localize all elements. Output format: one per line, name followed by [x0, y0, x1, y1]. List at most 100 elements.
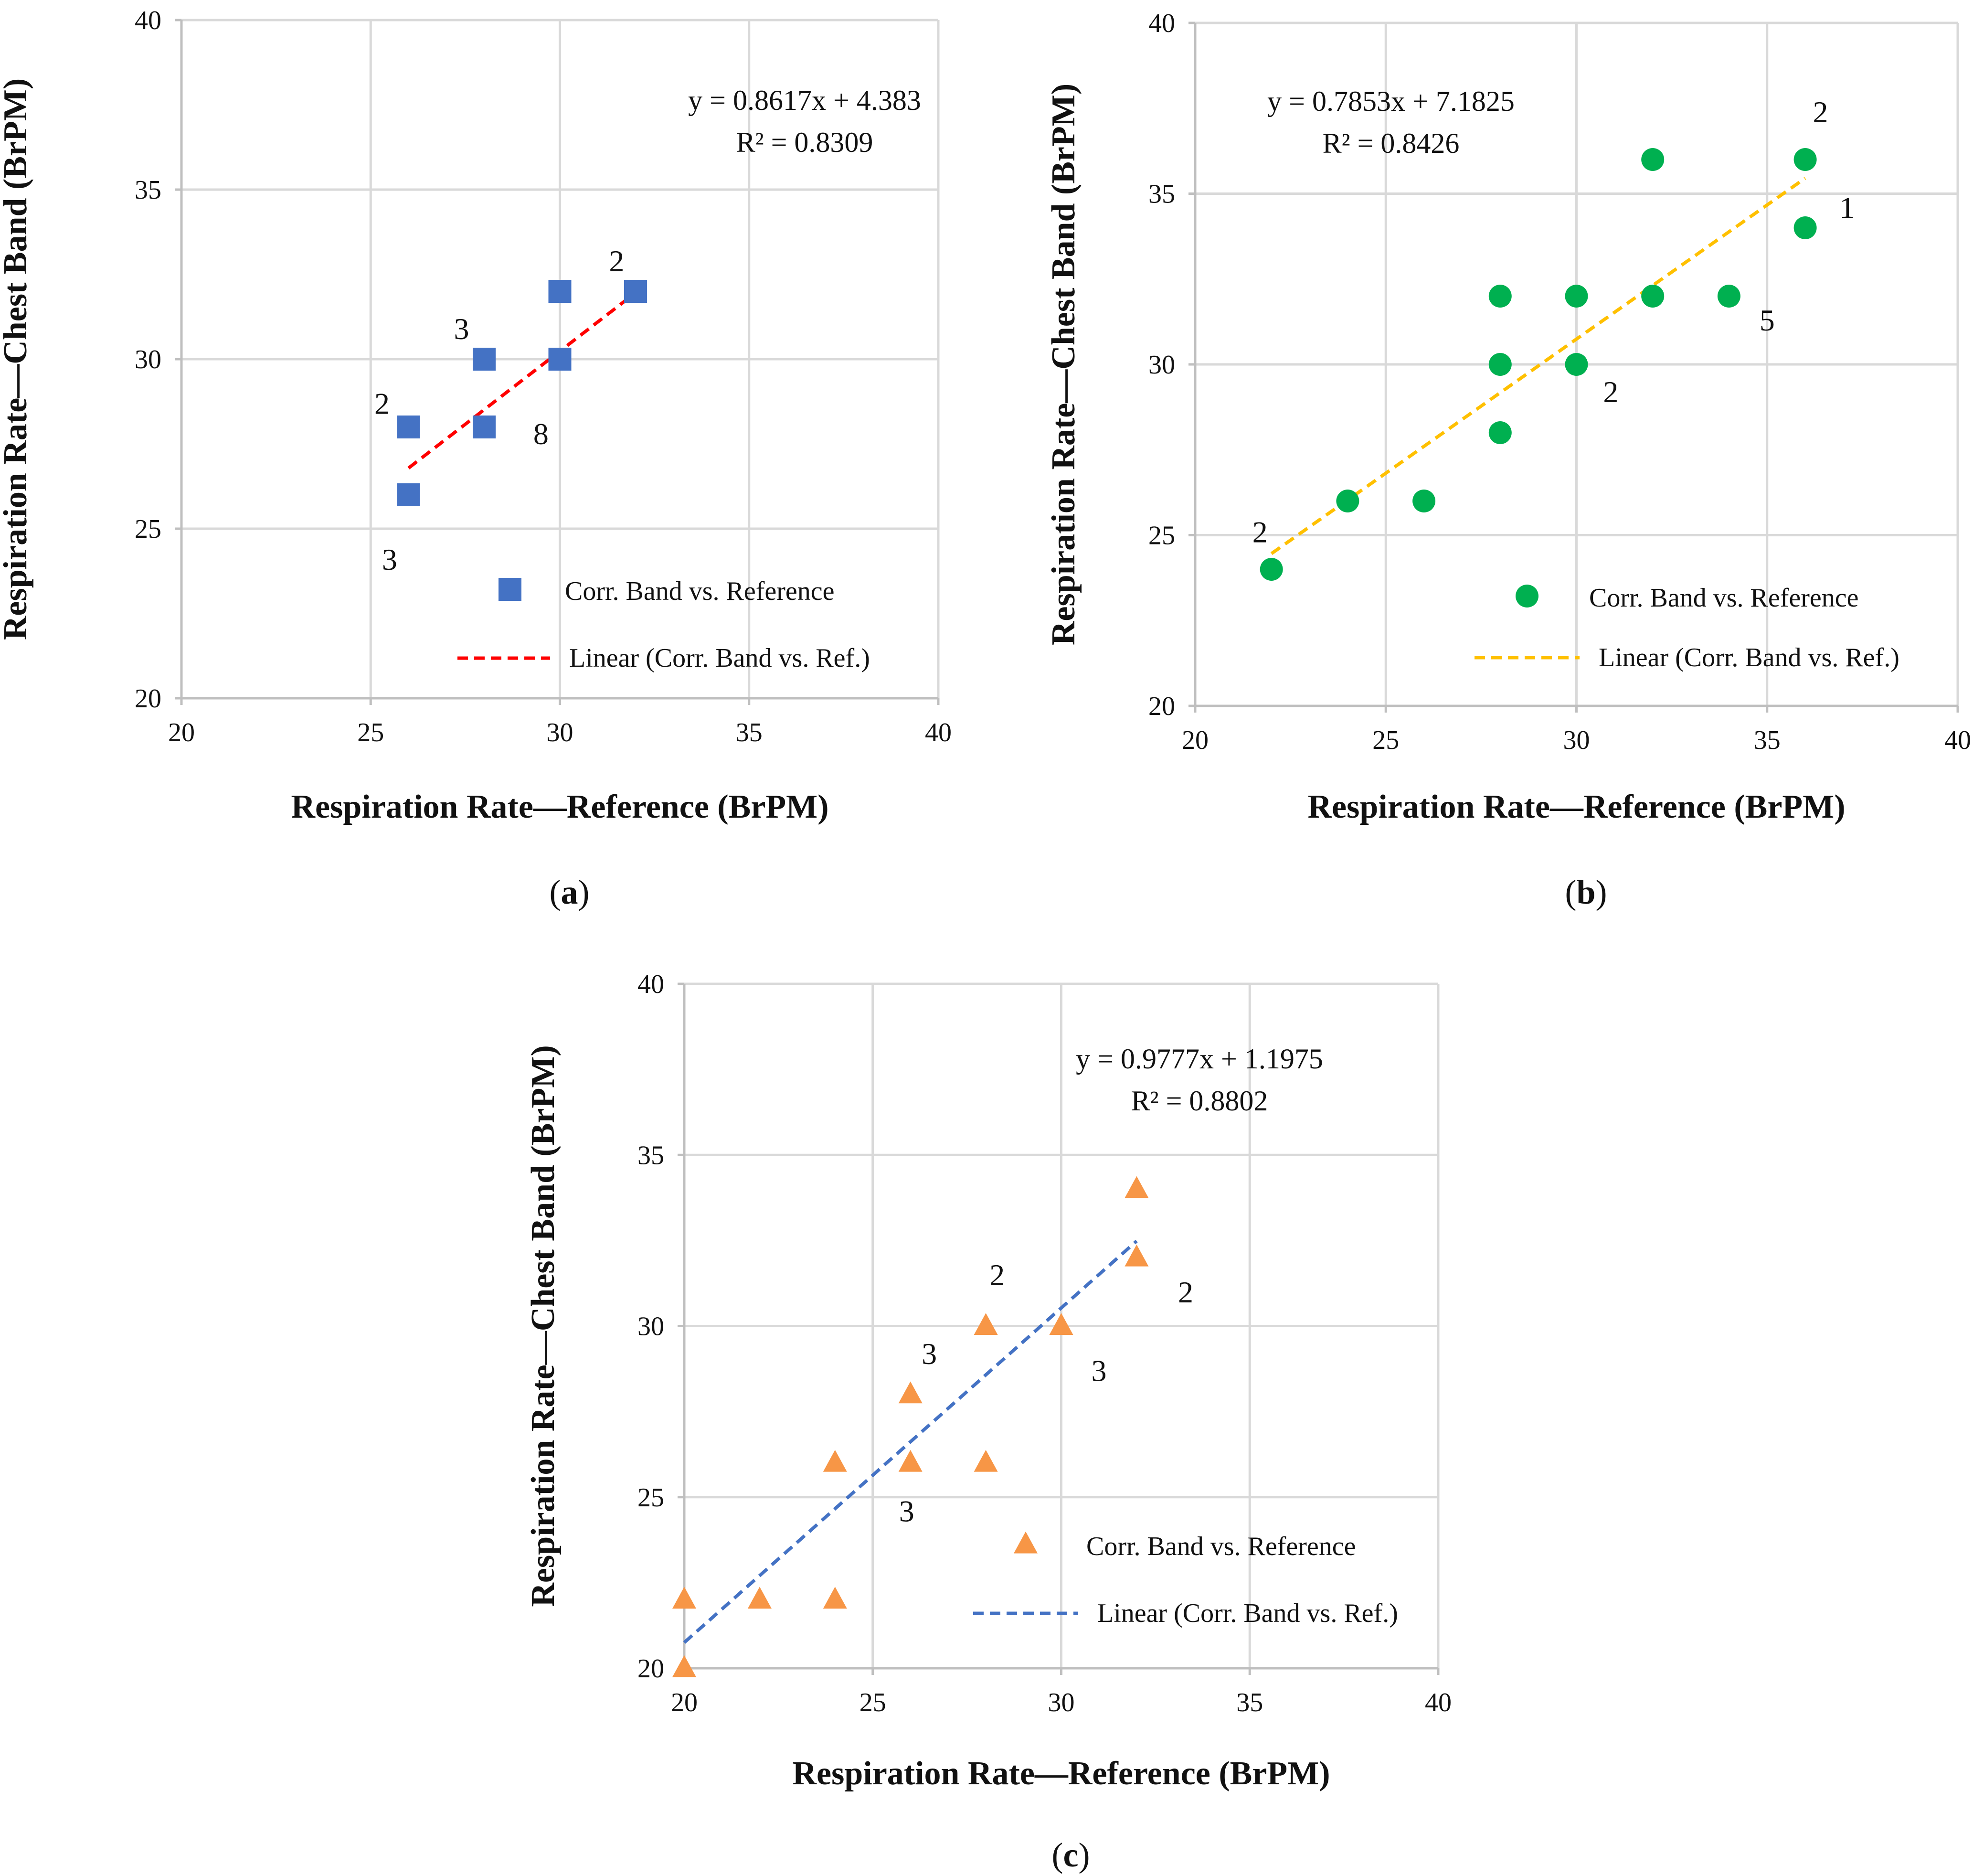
point-count-label: 2	[374, 386, 390, 420]
x-tick-label: 20	[671, 1688, 698, 1717]
data-point	[1488, 421, 1512, 444]
data-point	[1125, 1244, 1149, 1267]
regression-equation: y = 0.8617x + 4.383	[688, 85, 921, 116]
chart-panel-c: 20 25 30 35 40 20 25 30 35 40 3 2 3 2 3 …	[525, 970, 1452, 1874]
data-point	[1717, 285, 1740, 308]
x-tick-labels: 20 25 30 35 40	[168, 718, 952, 747]
point-count-label: 2	[1603, 375, 1618, 409]
legend-series-label: Corr. Band vs. Reference	[565, 576, 834, 606]
legend-marker	[1516, 585, 1538, 608]
data-point	[672, 1587, 696, 1609]
trend-line	[407, 291, 637, 469]
panel-caption: (b)	[1565, 873, 1607, 911]
legend-series-label: Corr. Band vs. Reference	[1086, 1532, 1356, 1561]
legend-marker-shape	[499, 578, 521, 601]
r-squared-label: R² = 0.8426	[1323, 128, 1460, 159]
y-tick-label: 40	[135, 6, 161, 35]
x-tick-label: 40	[1944, 725, 1971, 755]
axes	[175, 19, 940, 705]
data-point	[1412, 490, 1436, 512]
y-axis-label: Respiration Rate—Chest Band (BrPM)	[0, 78, 34, 640]
legend-marker-shape	[1014, 1531, 1038, 1554]
data-point	[1049, 1313, 1073, 1335]
legend-marker	[499, 578, 521, 601]
x-tick-label: 20	[168, 718, 195, 747]
x-tick-label: 25	[859, 1688, 886, 1717]
point-count-labels: 2 2 1 5 2	[1252, 95, 1855, 549]
x-tick-label: 30	[547, 718, 573, 747]
data-point	[1260, 558, 1283, 581]
data-point	[974, 1450, 998, 1472]
data-point	[1793, 216, 1817, 239]
trend-line	[1270, 177, 1806, 555]
y-tick-label: 25	[135, 514, 161, 544]
data-point	[672, 1655, 696, 1677]
point-count-labels: 2 3 2 8 3	[374, 244, 624, 576]
point-count-label: 2	[1178, 1275, 1193, 1309]
r-squared-label: R² = 0.8309	[736, 127, 873, 158]
data-point	[1641, 285, 1665, 308]
y-tick-label: 40	[637, 970, 664, 999]
x-axis-label: Respiration Rate—Reference (BrPM)	[291, 789, 828, 825]
data-point	[1641, 148, 1665, 171]
point-count-label: 3	[454, 312, 469, 346]
data-point	[548, 348, 572, 371]
y-tick-label: 35	[1148, 180, 1175, 209]
point-count-label: 3	[922, 1337, 937, 1371]
point-count-label: 8	[533, 417, 549, 451]
x-tick-label: 25	[1372, 725, 1399, 755]
x-tick-label: 40	[1425, 1688, 1452, 1717]
data-point	[1488, 285, 1512, 308]
y-tick-label: 20	[637, 1654, 664, 1684]
data-point	[823, 1587, 847, 1609]
regression-equation: y = 0.9777x + 1.1975	[1076, 1043, 1323, 1075]
x-axis-label: Respiration Rate—Reference (BrPM)	[1307, 789, 1845, 825]
legend-trend-label: Linear (Corr. Band vs. Ref.)	[1097, 1599, 1398, 1628]
panel-caption: (c)	[1052, 1836, 1090, 1874]
data-point	[1336, 490, 1359, 512]
point-count-label: 2	[609, 244, 624, 278]
y-tick-label: 20	[135, 684, 161, 714]
point-count-label: 2	[1813, 95, 1828, 129]
x-tick-label: 25	[357, 718, 384, 747]
legend-marker-shape	[1516, 585, 1538, 608]
y-tick-label: 40	[1148, 9, 1175, 38]
data-point	[974, 1313, 998, 1335]
y-tick-labels: 20 25 30 35 40	[1148, 9, 1175, 721]
data-point	[397, 483, 420, 506]
y-tick-labels: 20 25 30 35 40	[135, 6, 161, 714]
x-tick-label: 30	[1563, 725, 1590, 755]
legend-series-label: Corr. Band vs. Reference	[1589, 583, 1858, 613]
x-tick-label: 35	[1754, 725, 1781, 755]
point-count-label: 3	[899, 1494, 914, 1528]
y-tick-label: 20	[1148, 692, 1175, 721]
point-count-label: 3	[382, 543, 397, 576]
y-tick-labels: 20 25 30 35 40	[637, 970, 664, 1684]
data-point	[1125, 1176, 1149, 1198]
point-count-label: 2	[1252, 515, 1268, 549]
y-tick-label: 35	[637, 1141, 664, 1170]
data-point	[1565, 353, 1588, 376]
data-point	[898, 1381, 923, 1404]
y-axis-label: Respiration Rate—Chest Band (BrPM)	[1045, 84, 1082, 645]
data-point	[898, 1450, 923, 1472]
data-points	[1260, 148, 1817, 581]
point-count-labels: 3 2 3 2 3	[899, 1258, 1193, 1528]
data-point	[473, 416, 496, 438]
y-tick-label: 35	[135, 175, 161, 205]
y-tick-label: 25	[1148, 521, 1175, 551]
data-point	[473, 348, 496, 371]
point-count-label: 3	[1091, 1354, 1106, 1388]
legend-marker	[1014, 1531, 1038, 1554]
data-points	[397, 280, 647, 506]
axes	[678, 982, 1440, 1675]
x-tick-labels: 20 25 30 35 40	[671, 1688, 1452, 1717]
axes	[1188, 21, 1959, 713]
x-tick-label: 35	[1236, 1688, 1263, 1717]
data-point	[1793, 148, 1817, 171]
chart-panel-a: 20 25 30 35 40 20 25 30 35 40 2 3 2 8 3 …	[0, 6, 952, 911]
data-point	[1565, 285, 1588, 308]
x-tick-label: 20	[1182, 725, 1209, 755]
y-axis-label: Respiration Rate—Chest Band (BrPM)	[525, 1045, 562, 1607]
